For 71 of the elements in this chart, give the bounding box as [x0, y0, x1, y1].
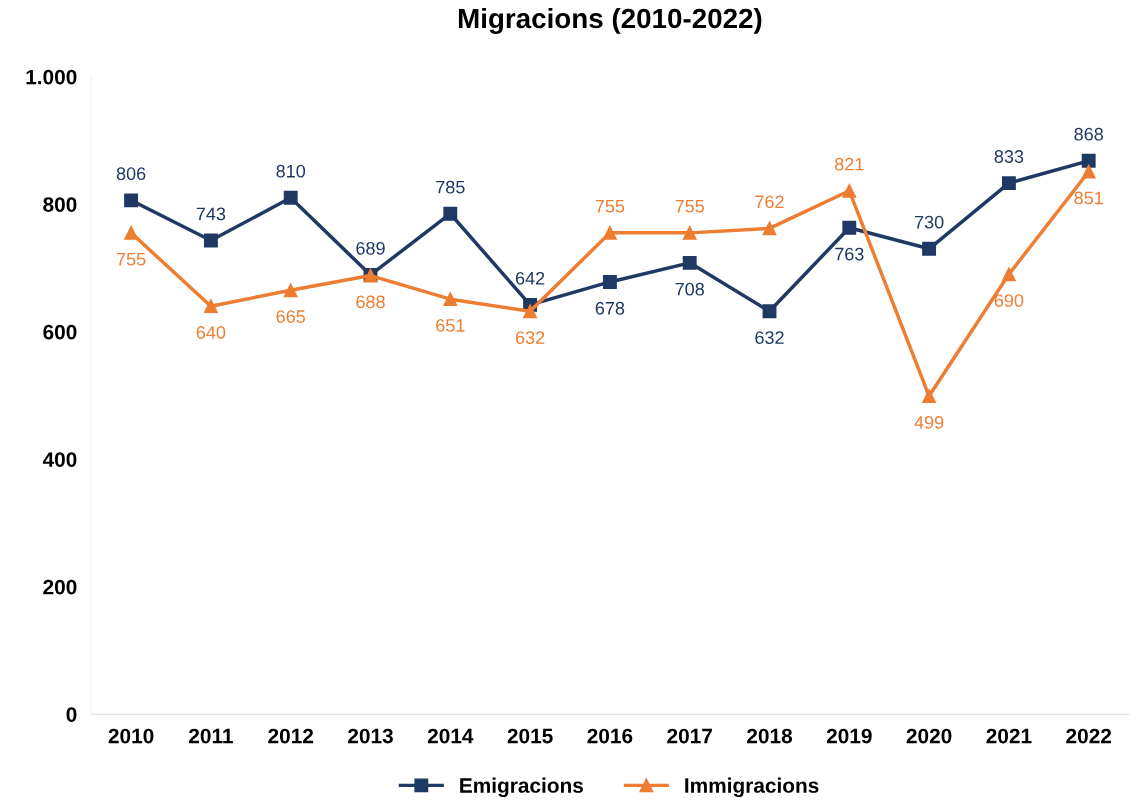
data-label: 755: [116, 252, 146, 266]
x-tick-label: 2017: [667, 728, 712, 744]
x-tick-label: 2011: [189, 728, 233, 744]
data-label: 690: [994, 294, 1024, 308]
legend-label: Emigracions: [460, 777, 584, 798]
point: [842, 183, 857, 198]
data-label: 785: [436, 180, 465, 194]
x-tick-label: 2012: [268, 728, 314, 744]
data-label: 688: [356, 295, 385, 309]
x-tick-label: 2013: [348, 728, 393, 744]
point: [922, 389, 937, 404]
x-tick-label: 2016: [587, 728, 633, 744]
data-label: 755: [595, 200, 625, 213]
data-label: 833: [994, 150, 1024, 163]
point: [1001, 267, 1016, 282]
data-label: 743: [196, 207, 226, 221]
point: [283, 283, 298, 298]
y-tick-label: 1.000: [26, 69, 77, 85]
y-tick-label: 800: [43, 197, 77, 212]
data-label: 665: [276, 310, 306, 323]
data-label: 821: [835, 157, 864, 171]
data-label: 632: [755, 331, 784, 344]
data-label: 651: [436, 319, 465, 332]
data-label: 730: [914, 215, 944, 229]
data-label: 632: [515, 331, 545, 344]
data-label: 755: [675, 200, 705, 213]
point: [762, 221, 777, 236]
point: [1081, 153, 1096, 168]
point: [602, 275, 617, 289]
x-tick-label: 2010: [108, 728, 154, 744]
y-tick-label: 400: [42, 452, 77, 467]
point: [124, 225, 139, 240]
point: [1001, 176, 1016, 191]
x-tick-label: 2021: [986, 728, 1032, 744]
x-tick-label: 2019: [826, 728, 872, 744]
point: [922, 241, 937, 256]
data-label: 640: [196, 326, 226, 339]
point: [203, 233, 218, 248]
x-tick-label: 2022: [1066, 728, 1112, 744]
point: [842, 220, 857, 235]
legend-label: Immigracions: [685, 777, 819, 798]
data-label: 763: [835, 247, 864, 261]
y-tick-label: 600: [43, 324, 77, 340]
point: [443, 206, 458, 221]
data-label: 499: [914, 415, 944, 429]
data-label: 806: [116, 167, 146, 181]
point: [124, 193, 139, 208]
x-tick-label: 2015: [507, 728, 553, 744]
point: [682, 255, 697, 270]
data-label: 868: [1074, 127, 1103, 141]
data-label: 708: [675, 282, 704, 296]
y-tick-label: 200: [43, 579, 77, 595]
point: [1081, 164, 1096, 179]
data-label: 642: [515, 271, 545, 285]
point: [283, 190, 298, 205]
point: [762, 304, 777, 319]
x-tick-label: 2020: [906, 728, 952, 744]
point: [443, 292, 458, 307]
data-label: 810: [276, 164, 306, 178]
y-tick-label: 0: [66, 707, 77, 722]
point: [203, 299, 218, 314]
x-tick-label: 2014: [427, 728, 474, 744]
point: [602, 225, 617, 240]
data-label: 851: [1074, 191, 1103, 205]
data-label: 678: [595, 301, 625, 315]
point: [523, 304, 538, 319]
data-label: 762: [755, 195, 784, 209]
data-label: 689: [356, 241, 385, 255]
x-tick-label: 2018: [747, 728, 793, 744]
point: [682, 225, 697, 240]
chart-title: Migracions (2010-2022): [458, 7, 762, 34]
